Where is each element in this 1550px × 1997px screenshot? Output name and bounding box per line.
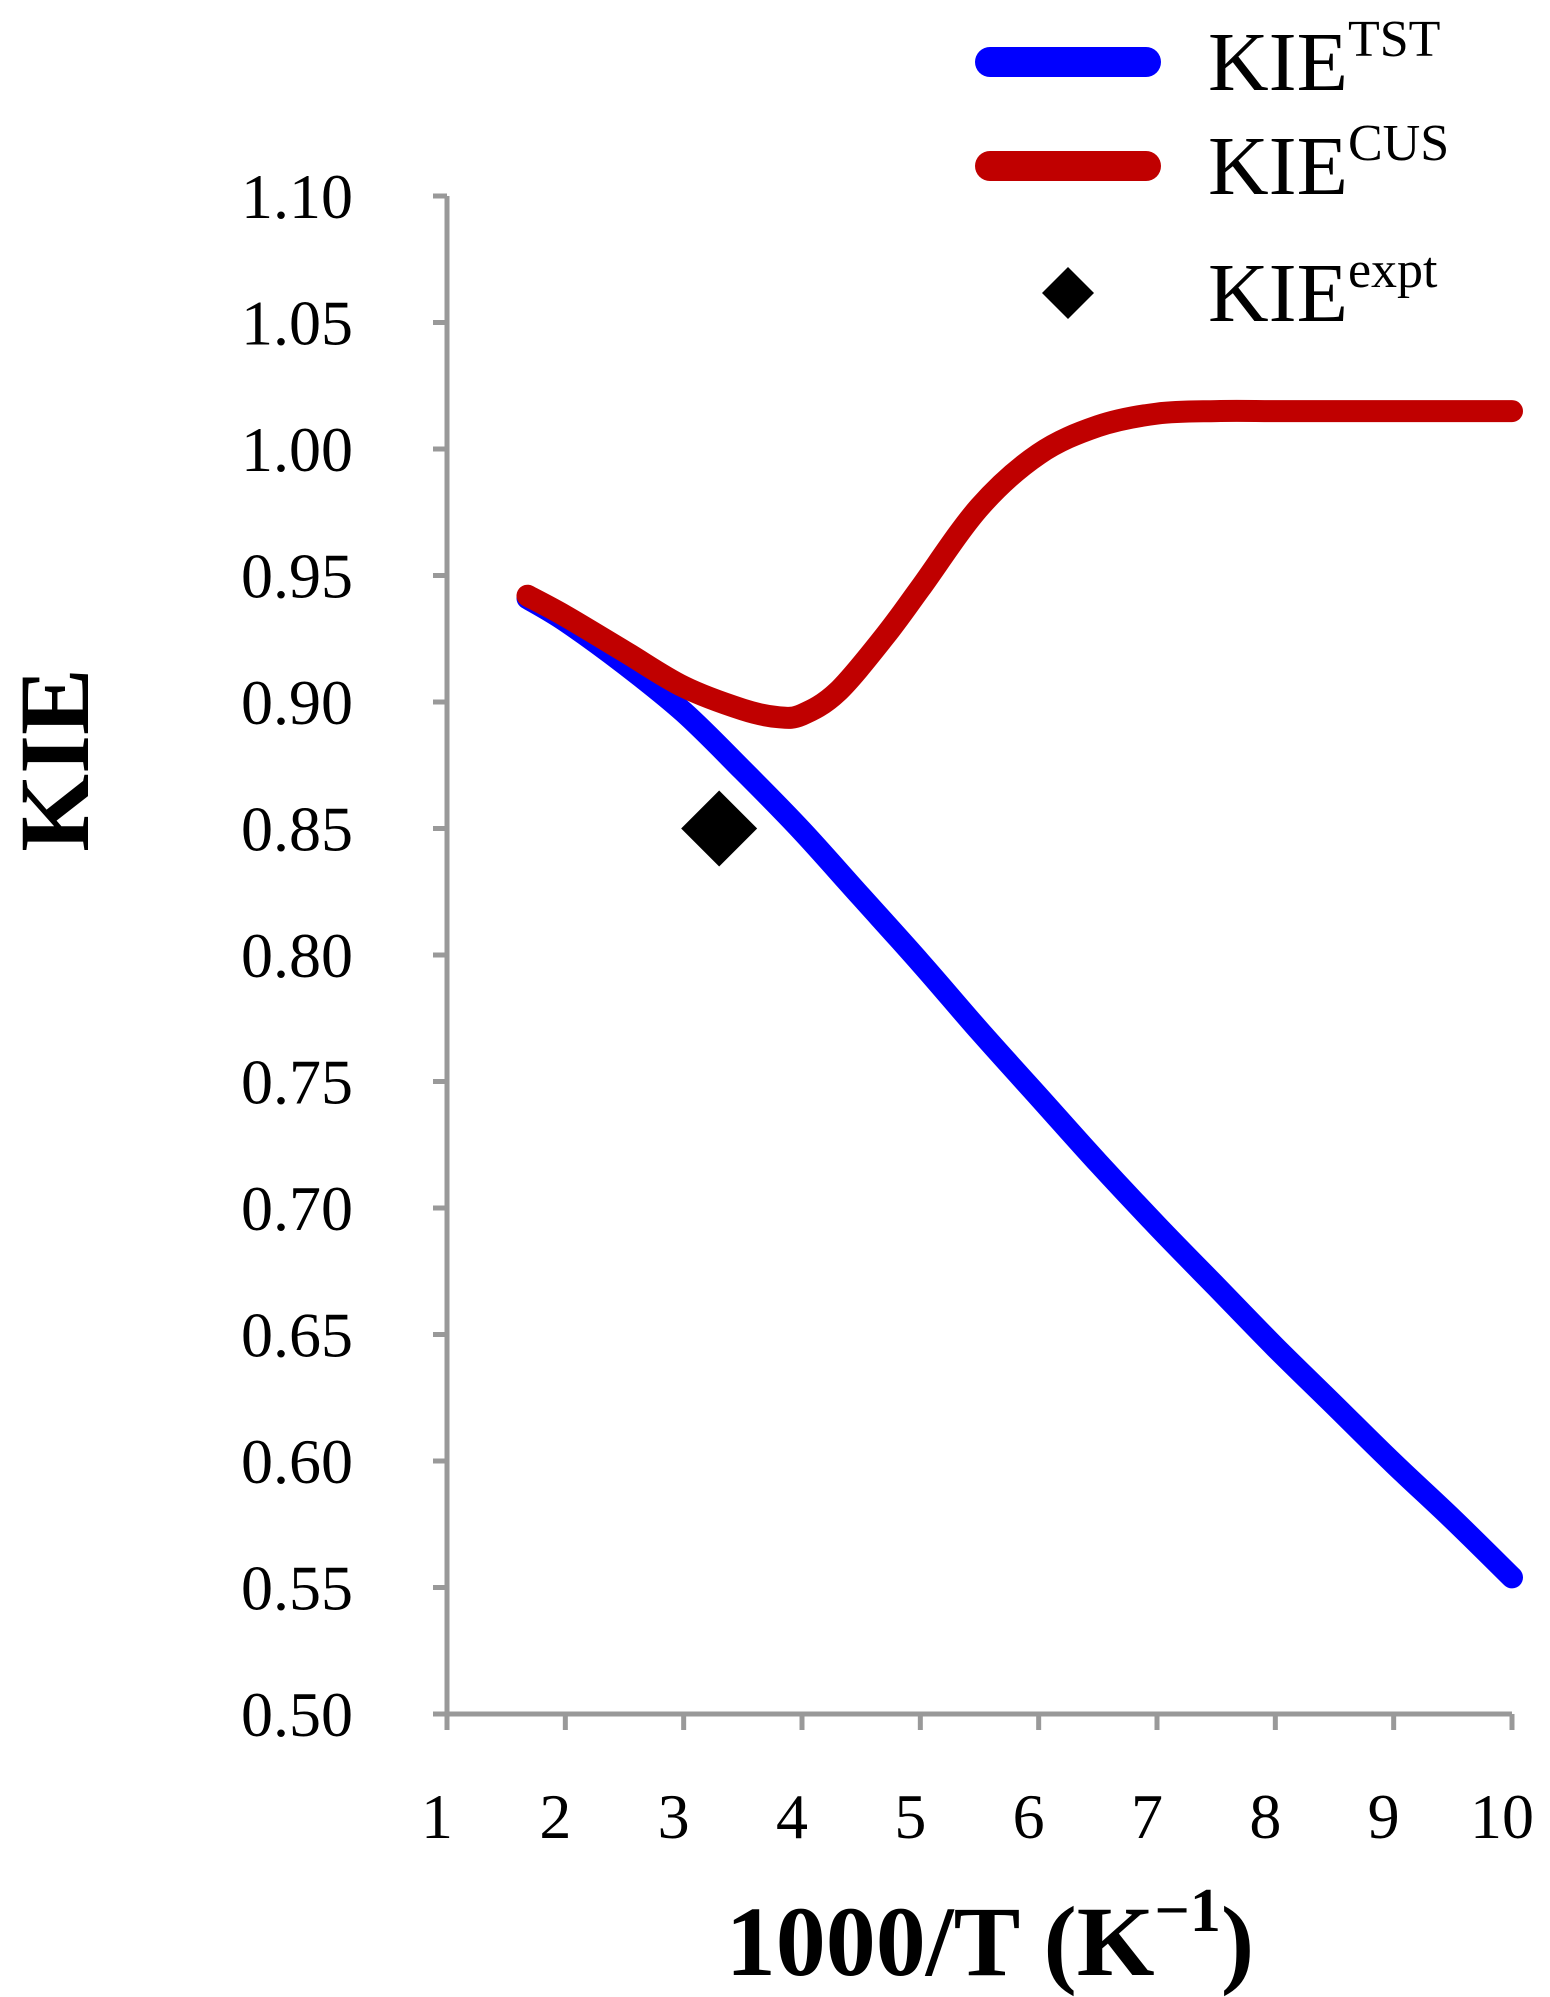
y-tick-label: 0.60 [241,1426,353,1497]
y-tick-label: 1.00 [241,414,353,485]
y-tick-label: 0.95 [241,541,353,612]
legend-label-cus: KIECUS [1208,115,1449,213]
series-line-tst [516,587,1523,1589]
y-tick-label: 0.65 [241,1300,353,1371]
x-tick-label: 8 [1249,1781,1281,1852]
x-axis-title-close: ) [1221,1886,1254,1997]
y-tick-label: 0.85 [241,794,353,865]
x-tick-label: 4 [776,1781,808,1852]
x-tick-label: 10 [1470,1781,1534,1852]
legend-label-expt: KIEexpt [1208,242,1438,340]
legend-swatch-expt [1042,267,1094,319]
series-layer [516,399,1523,1589]
y-tick-label: 0.80 [241,920,353,991]
y-tick-label: 0.90 [241,667,353,738]
series-line-cus [516,399,1523,729]
x-tick-label: 7 [1131,1781,1163,1852]
x-tick-label: 9 [1368,1781,1400,1852]
y-tick-label: 0.75 [241,1047,353,1118]
expt-point-marker [681,790,758,867]
x-tick-label: 5 [894,1781,926,1852]
y-tick-label: 1.10 [241,161,353,232]
x-tick-label: 6 [1013,1781,1045,1852]
y-tick-label: 1.05 [241,288,353,359]
x-tick-label: 1 [421,1781,453,1852]
x-axis-title: 1000/T (K−1) [726,1877,1254,1997]
y-axis-ticks: 0.50 0.55 0.60 0.65 0.70 0.75 0.80 0.85 0.90 0.95… [241,161,447,1750]
x-axis-title-sup: −1 [1155,1877,1221,1945]
y-tick-label: 0.70 [241,1173,353,1244]
y-tick-label: 0.50 [241,1679,353,1750]
x-tick-label: 2 [539,1781,571,1852]
y-tick-label: 0.55 [241,1553,353,1624]
legend-label-tst: KIETST [1208,11,1440,109]
x-axis-ticks: 1 2 3 4 5 6 7 8 9 10 [421,1714,1534,1852]
x-tick-label: 3 [658,1781,690,1852]
y-axis-title: KIE [0,668,110,851]
